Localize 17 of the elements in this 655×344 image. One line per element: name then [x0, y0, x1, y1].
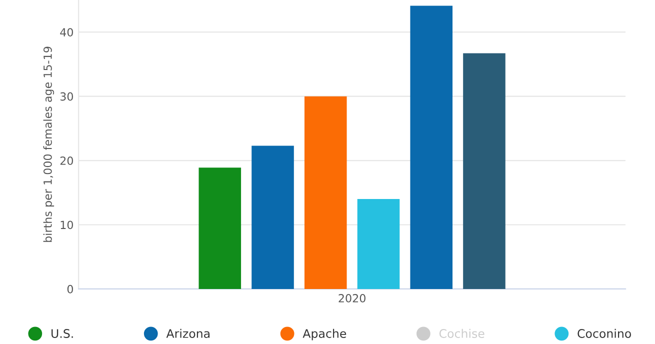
legend-label: Apache [302, 328, 346, 340]
bar [198, 168, 242, 289]
bar [410, 6, 453, 289]
bar [252, 146, 294, 289]
bar [357, 199, 400, 289]
bar [304, 96, 347, 289]
legend-label: U.S. [52, 329, 73, 338]
x-tick-label: 2020 [338, 294, 366, 302]
y-tick-label: 10 [60, 220, 73, 230]
y-tick-label: 0 [67, 284, 73, 294]
y-tick-label: 40 [60, 28, 73, 36]
legend-label: Arizona [166, 328, 210, 338]
y-tick-label: 20 [60, 156, 73, 165]
legend-label: Coconino [578, 328, 631, 338]
y-axis-title: births per 1,000 females age 15-19 [43, 46, 54, 242]
y-tick-label: 30 [60, 92, 73, 101]
bar [463, 53, 506, 289]
